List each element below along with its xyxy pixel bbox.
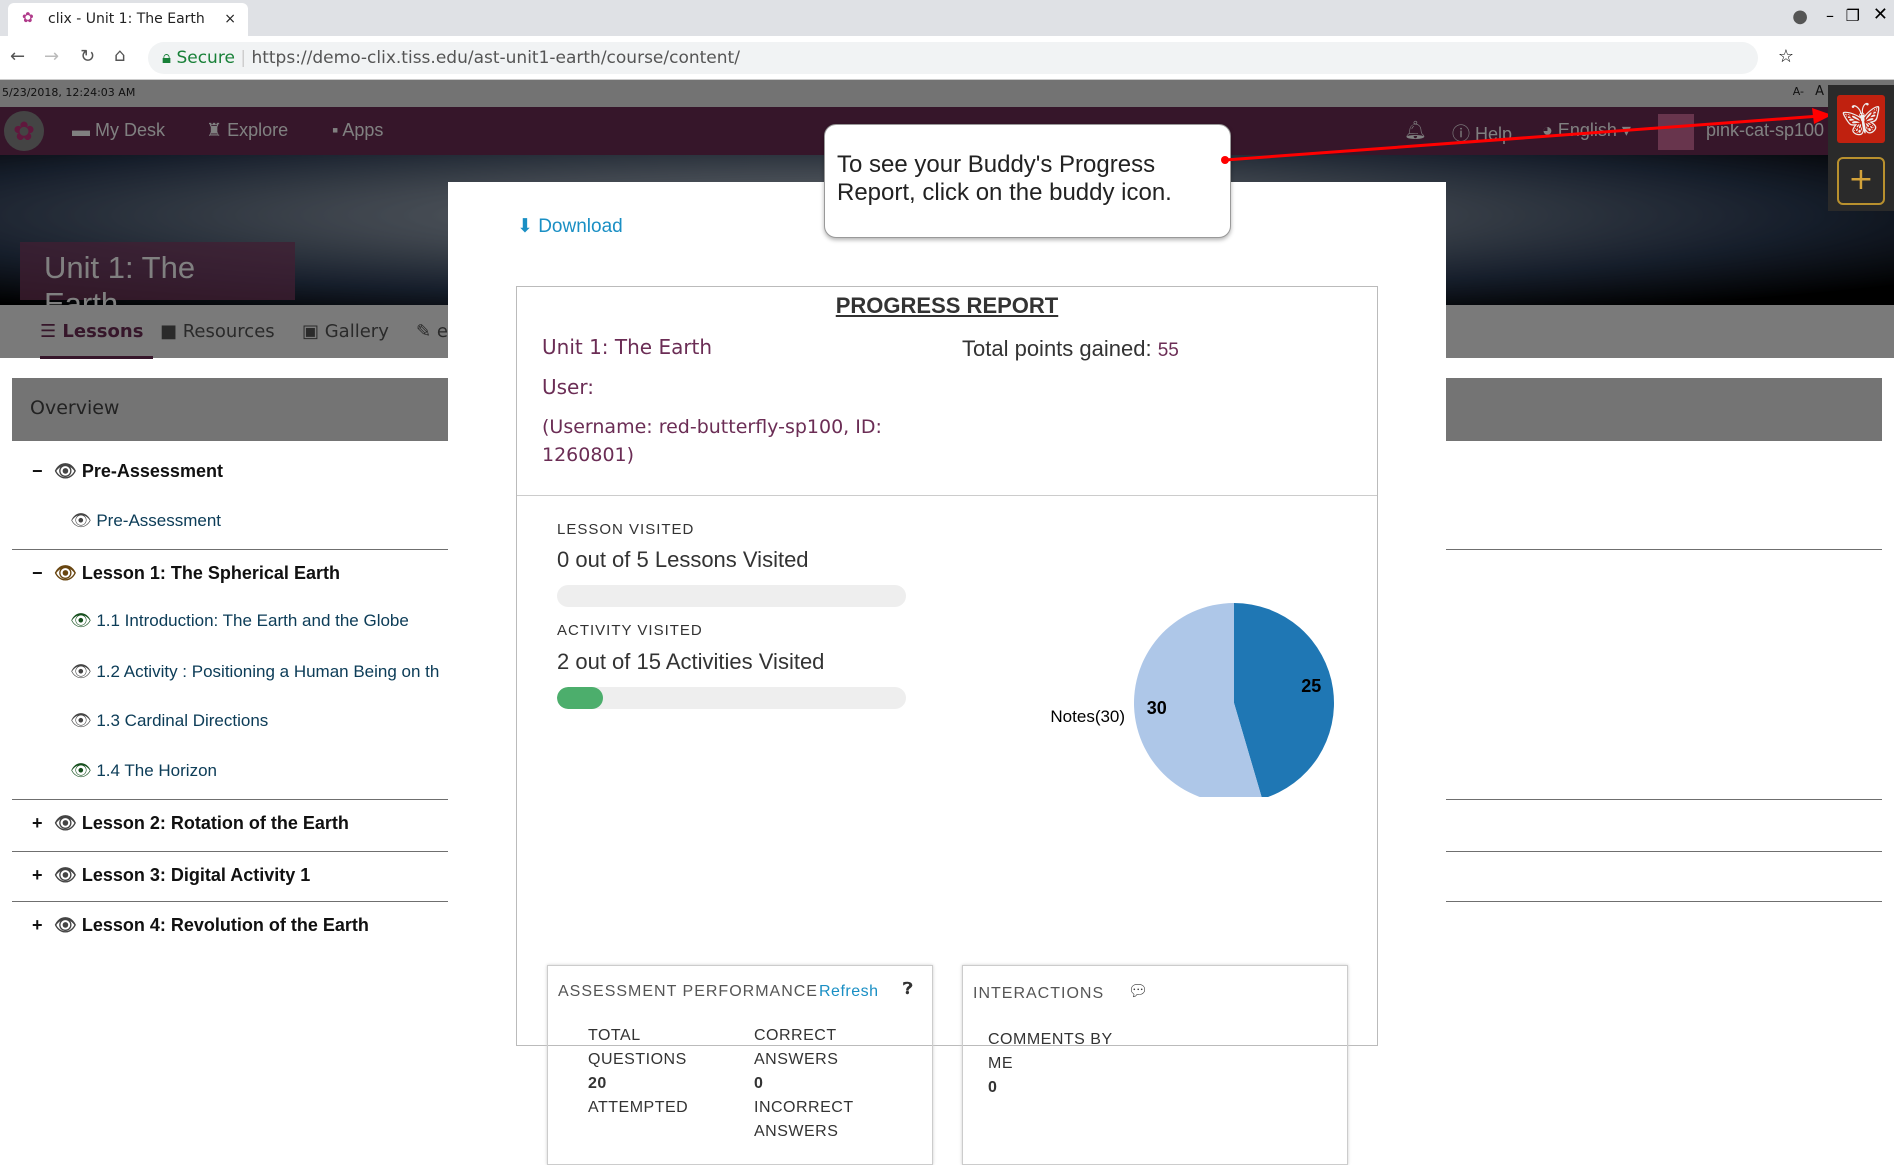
user-label: User: [542, 375, 594, 399]
home-icon[interactable]: ⌂ [114, 45, 125, 66]
nav-explore[interactable]: ♜ Explore [206, 120, 288, 141]
total-questions-label: TOTAL QUESTIONS [588, 1024, 708, 1072]
buddy-sidebar: 🦋︎ + [1828, 85, 1894, 211]
report-unit: Unit 1: The Earth [542, 335, 712, 359]
buddy-butterfly-icon[interactable]: 🦋︎ [1837, 95, 1885, 143]
lesson-header[interactable]: +👁︎ Lesson 2: Rotation of the Earth [32, 813, 349, 834]
close-tab-icon[interactable]: × [224, 11, 236, 27]
download-link[interactable]: ⬇ Download [517, 215, 623, 238]
interactions-card: INTERACTIONS 💬︎ COMMENTS BY ME 0 [962, 965, 1348, 1165]
assessment-card: ASSESSMENT PERFORMANCE Refresh ❓︎ TOTAL … [547, 965, 933, 1165]
forward-icon[interactable]: → [44, 46, 59, 67]
tab-lessons[interactable]: ☰ Lessons [40, 321, 153, 359]
pie-value-label: 30 [1147, 698, 1167, 718]
profile-icon[interactable]: ● [1792, 6, 1808, 27]
pie-value-label: 25 [1301, 676, 1321, 696]
tab-notes[interactable]: ✎ e [416, 321, 448, 342]
nav-apps[interactable]: ▪ Apps [332, 120, 383, 141]
lesson-visited-label: LESSON VISITED [557, 521, 694, 538]
eye-icon: 👁︎ [54, 813, 77, 833]
eye-icon: 👁︎ [54, 915, 77, 935]
lock-icon: 🔒︎ [162, 48, 171, 68]
lesson-progress-bar [557, 585, 906, 607]
eye-icon: 👁︎ [70, 761, 92, 780]
lesson-item[interactable]: 👁︎ Pre-Assessment [70, 511, 221, 531]
eye-icon: 👁︎ [70, 611, 92, 630]
lesson-item[interactable]: 👁︎ 1.3 Cardinal Directions [70, 711, 268, 731]
report-box: PROGRESS REPORT Unit 1: The Earth Total … [516, 286, 1378, 1046]
clix-logo[interactable]: ✿ [4, 111, 44, 151]
lesson-header[interactable]: +👁︎ Lesson 3: Digital Activity 1 [32, 865, 310, 886]
secure-label: Secure [176, 48, 234, 68]
browser-tab[interactable]: ✿ clix - Unit 1: The Earth × [8, 3, 248, 36]
eye-icon: 👁︎ [70, 711, 92, 730]
username-line: (Username: red-butterfly-sp100, ID: 1260… [542, 413, 902, 469]
activity-visited-label: ACTIVITY VISITED [557, 622, 703, 639]
comments-value: 0 [988, 1076, 997, 1100]
minimize-icon[interactable]: – [1826, 6, 1834, 25]
report-title: PROGRESS REPORT [517, 293, 1377, 319]
refresh-link[interactable]: Refresh [819, 980, 879, 1004]
back-icon[interactable]: ← [10, 46, 25, 67]
comments-icon: 💬︎ [1128, 980, 1149, 1004]
eye-icon: 👁︎ [54, 461, 77, 481]
tab-resources[interactable]: ■ Resources [160, 321, 275, 342]
lesson-item[interactable]: 👁︎ 1.1 Introduction: The Earth and the G… [70, 611, 409, 631]
nav-my-desk[interactable]: ▬ My Desk [72, 120, 165, 141]
url-field[interactable]: 🔒︎ Secure | https://demo-clix.tiss.edu/a… [148, 42, 1758, 74]
eye-icon: 👁︎ [54, 865, 77, 885]
toggle-icon[interactable]: − [32, 461, 54, 482]
help-icon[interactable]: ❓︎ [903, 978, 913, 1002]
font-smaller-button[interactable]: A- [1793, 85, 1804, 98]
eye-icon: 👁︎ [70, 511, 92, 530]
browser-tab-bar: ✿ clix - Unit 1: The Earth × ● – ❐ ✕ [0, 0, 1894, 36]
interactions-title: INTERACTIONS [973, 982, 1104, 1006]
assessment-title: ASSESSMENT PERFORMANCE [558, 980, 818, 1004]
incorrect-answers-label: INCORRECT ANSWERS [754, 1096, 854, 1144]
total-points: Total points gained: 55 [962, 336, 1179, 362]
lesson-visited-text: 0 out of 5 Lessons Visited [557, 547, 809, 573]
star-icon[interactable]: ☆ [1778, 46, 1794, 67]
tab-title: clix - Unit 1: The Earth [48, 11, 205, 27]
correct-answers-value: 0 [754, 1072, 763, 1096]
toggle-icon[interactable]: + [32, 865, 54, 886]
reload-icon[interactable]: ↻ [80, 46, 95, 67]
url-text: https://demo-clix.tiss.edu/ast-unit1-ear… [251, 48, 739, 68]
activity-visited-text: 2 out of 15 Activities Visited [557, 649, 824, 675]
toggle-icon[interactable]: + [32, 915, 54, 936]
maximize-icon[interactable]: ❐ [1846, 6, 1860, 25]
eye-icon: 👁︎ [70, 662, 92, 681]
tooltip-arrow [1220, 100, 1840, 170]
lesson-item[interactable]: 👁︎ 1.2 Activity : Positioning a Human Be… [70, 662, 439, 682]
attempted-label: ATTEMPTED [588, 1096, 688, 1120]
buddy-tooltip: To see your Buddy's Progress Report, cli… [824, 124, 1231, 238]
eye-icon: 👁︎ [54, 563, 77, 583]
total-questions-value: 20 [588, 1072, 607, 1096]
correct-answers-label: CORRECT ANSWERS [754, 1024, 854, 1072]
tab-gallery[interactable]: ▣ Gallery [302, 321, 389, 342]
lesson-header[interactable]: −👁︎ Lesson 1: The Spherical Earth [32, 563, 340, 584]
unit-title: Unit 1: The Earth [20, 242, 295, 300]
address-bar: ← → ↻ ⌂ 🔒︎ Secure | https://demo-clix.ti… [0, 36, 1894, 80]
lesson-header[interactable]: +👁︎ Lesson 4: Revolution of the Earth [32, 915, 369, 936]
download-icon: ⬇ [517, 216, 533, 237]
close-window-icon[interactable]: ✕ [1873, 4, 1888, 25]
datetime: 5/23/2018, 12:24:03 AM [2, 86, 135, 99]
comments-label: COMMENTS BY ME [988, 1028, 1118, 1076]
activity-progress-bar [557, 687, 906, 709]
add-buddy-button[interactable]: + [1837, 157, 1885, 205]
lesson-item[interactable]: 👁︎ 1.4 The Horizon [70, 761, 217, 781]
lesson-header[interactable]: −👁︎ Pre-Assessment [32, 461, 223, 482]
toggle-icon[interactable]: − [32, 563, 54, 584]
clix-logo-icon: ✿ [22, 10, 34, 26]
progress-report-modal: ⬇ Download PROGRESS REPORT Unit 1: The E… [448, 182, 1446, 1042]
pie-slice-label: Notes(30) [1050, 707, 1125, 726]
font-normal-button[interactable]: A [1815, 84, 1824, 99]
toggle-icon[interactable]: + [32, 813, 54, 834]
